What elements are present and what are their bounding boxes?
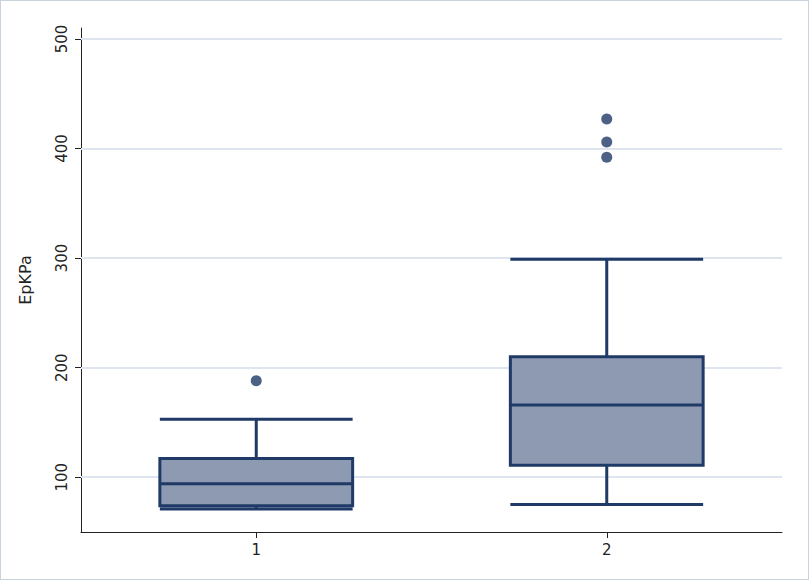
svg-text:2: 2 [602, 541, 612, 559]
svg-text:200: 200 [53, 353, 71, 382]
svg-text:EpKPa: EpKPa [16, 255, 35, 305]
svg-text:400: 400 [53, 134, 71, 163]
svg-text:1: 1 [251, 541, 261, 559]
svg-text:300: 300 [53, 244, 71, 273]
svg-text:100: 100 [53, 463, 71, 492]
svg-text:500: 500 [53, 25, 71, 54]
